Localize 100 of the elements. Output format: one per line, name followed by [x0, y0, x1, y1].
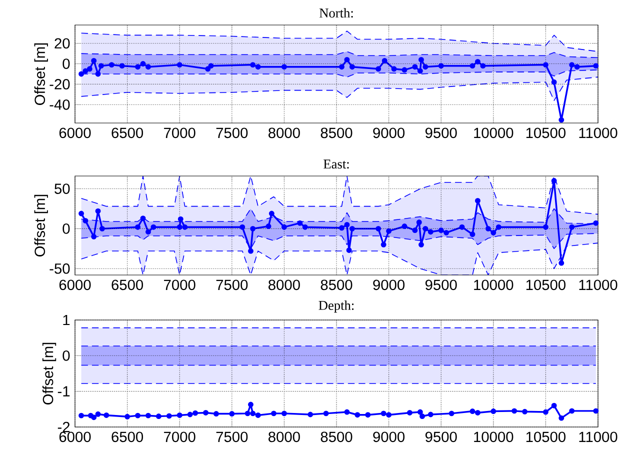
x-tick-label: 10000: [474, 432, 514, 442]
y-tick-label: 20: [54, 38, 70, 49]
point: [244, 410, 250, 416]
point: [91, 234, 97, 240]
point: [496, 224, 502, 230]
point: [91, 58, 97, 64]
point: [416, 220, 422, 226]
point: [281, 224, 287, 230]
point: [268, 210, 274, 216]
x-tick-label: 6000: [59, 432, 91, 442]
y-tick-label: -50: [50, 263, 70, 274]
x-tick-label: 10000: [474, 128, 514, 138]
point: [349, 226, 355, 232]
x-tick-label: 10500: [526, 432, 566, 442]
point: [542, 409, 548, 415]
line-series: [80, 30, 598, 52]
x-tick-label: 9000: [373, 280, 405, 290]
point: [365, 412, 371, 418]
point: [438, 63, 444, 69]
point: [380, 410, 386, 416]
point: [176, 224, 182, 230]
x-tick-label: 11000: [579, 280, 618, 290]
point: [344, 222, 350, 228]
point: [95, 71, 101, 77]
x-tick-label: 7500: [216, 280, 248, 290]
point: [386, 412, 392, 418]
point: [150, 224, 156, 230]
point: [78, 71, 84, 77]
point: [490, 408, 496, 414]
x-tick-label: 7000: [164, 432, 196, 442]
point: [281, 410, 287, 416]
x-tick-label: 6000: [59, 128, 91, 138]
x-tick-label: 10000: [474, 280, 514, 290]
point: [98, 63, 104, 69]
point: [119, 63, 125, 69]
point: [417, 68, 423, 74]
point: [569, 408, 575, 414]
chart-title: Depth:: [318, 300, 354, 313]
x-tick-label: 8000: [268, 128, 300, 138]
point: [281, 64, 287, 70]
x-tick-label: 9500: [425, 280, 457, 290]
point: [344, 56, 350, 62]
point: [569, 62, 575, 68]
point: [376, 66, 382, 72]
point: [140, 216, 146, 222]
y-tick-label: 0: [62, 350, 70, 361]
point: [339, 64, 344, 70]
point: [156, 414, 162, 420]
x-tick-label: 8000: [268, 280, 300, 290]
x-tick-label: 11000: [579, 128, 618, 138]
point: [512, 408, 518, 414]
y-axis-title: Offset [m]: [34, 194, 48, 256]
point: [402, 67, 408, 73]
point: [558, 415, 564, 421]
point: [339, 225, 344, 231]
point: [78, 210, 84, 216]
y-tick-label: -2: [58, 422, 70, 432]
point: [386, 228, 392, 234]
point: [418, 56, 424, 62]
point: [438, 228, 444, 234]
point: [422, 64, 428, 70]
point: [95, 208, 101, 214]
point: [248, 402, 254, 408]
x-tick-label: 11000: [579, 432, 618, 442]
point: [203, 410, 208, 416]
point: [569, 224, 575, 230]
point: [166, 413, 172, 419]
point: [485, 226, 491, 232]
x-tick-label: 7500: [216, 128, 248, 138]
point: [346, 248, 352, 253]
point: [490, 230, 496, 236]
point: [78, 412, 84, 418]
x-tick-label: 6000: [59, 280, 91, 290]
point: [558, 260, 564, 266]
point: [474, 198, 480, 204]
point: [391, 66, 397, 72]
y-tick-label: 1: [63, 314, 70, 326]
x-tick-label: 8500: [320, 280, 352, 290]
point: [593, 63, 599, 69]
point: [192, 410, 198, 416]
point: [382, 58, 388, 64]
point: [459, 224, 465, 230]
point: [574, 64, 580, 70]
point: [558, 117, 564, 123]
point: [542, 62, 548, 68]
point: [542, 224, 548, 230]
point: [250, 62, 256, 68]
point: [474, 410, 480, 416]
point: [255, 64, 261, 70]
x-tick-label: 9500: [425, 128, 457, 138]
x-tick-label: 6500: [112, 432, 144, 442]
point: [248, 248, 254, 254]
point: [412, 64, 418, 70]
point: [205, 66, 211, 72]
point: [402, 224, 408, 230]
point: [593, 220, 599, 226]
chart-title: East:: [324, 160, 349, 169]
point: [428, 229, 434, 235]
point: [213, 411, 219, 417]
point: [182, 224, 188, 230]
